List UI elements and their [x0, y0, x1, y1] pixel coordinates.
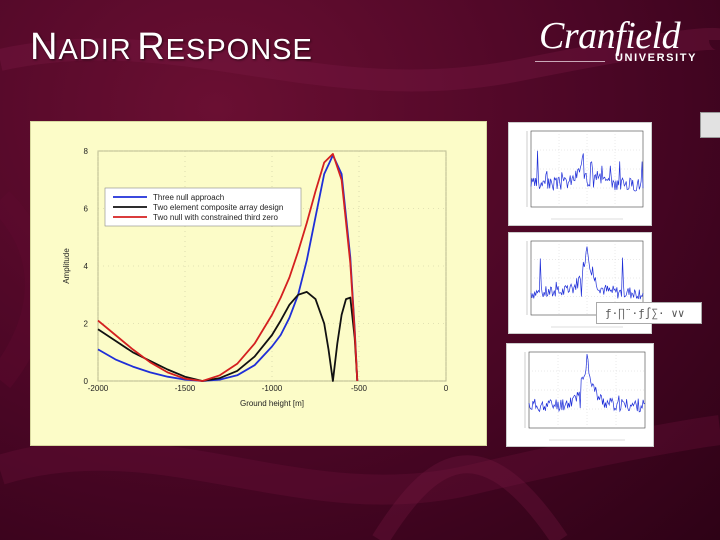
x-tick-label: -1000 — [262, 384, 283, 393]
x-axis-label: Ground height [m] — [240, 399, 304, 408]
x-tick-label: -2000 — [88, 384, 109, 393]
legend-entry-3: Two null with constrained third zero — [153, 213, 279, 222]
spectrum-frame — [530, 130, 644, 208]
series-line-3 — [97, 153, 359, 382]
spectrum-plot-3 — [524, 351, 646, 441]
spectrum-trace — [530, 150, 644, 192]
y-axis-label: Amplitude — [62, 248, 71, 284]
side-scroll-tab[interactable] — [700, 112, 720, 138]
x-tick-label: -1500 — [175, 384, 196, 393]
title-initial-1: N — [30, 26, 59, 68]
x-tick-label: 0 — [444, 384, 449, 393]
y-tick-label: 2 — [84, 320, 89, 329]
logo-name: Cranfield — [539, 15, 681, 57]
title-rest-1: ADIR — [58, 34, 132, 66]
y-tick-label: 8 — [84, 147, 89, 156]
y-tick-label: 6 — [84, 205, 89, 214]
page-title: NADIR RESPONSE — [30, 26, 313, 69]
spectrum-trace — [528, 353, 646, 413]
spectrum-thumbnail-1 — [508, 122, 652, 226]
logo-subtitle: UNIVERSITY — [615, 52, 698, 64]
spectrum-trace — [530, 246, 644, 300]
title-rest-2: ESPONSE — [165, 34, 313, 66]
logo-rule — [535, 61, 605, 62]
series-line-2 — [97, 291, 359, 382]
y-tick-label: 4 — [84, 262, 89, 271]
equation-popup: ƒ·∏¨·ƒ∫∑· ∨∨ — [596, 302, 702, 324]
spectrum-plot-1 — [526, 130, 644, 220]
main-chart-svg: -2000 -1500 -1000 -500 0 0 2 4 6 8 Ground height [… — [62, 147, 449, 408]
spectrum-thumbnail-2 — [508, 232, 652, 334]
x-tick-label: -500 — [351, 384, 368, 393]
university-logo: Cranfield UNIVERSITY — [535, 14, 705, 66]
y-tick-label: 0 — [84, 377, 89, 386]
spectrum-thumbnail-3 — [506, 343, 654, 447]
title-initial-2: R — [137, 26, 166, 68]
legend-entry-1: Three null approach — [153, 193, 224, 202]
legend-entry-2: Two element composite array design — [153, 203, 283, 212]
nadir-response-chart: -2000 -1500 -1000 -500 0 0 2 4 6 8 Ground height [… — [30, 121, 487, 446]
